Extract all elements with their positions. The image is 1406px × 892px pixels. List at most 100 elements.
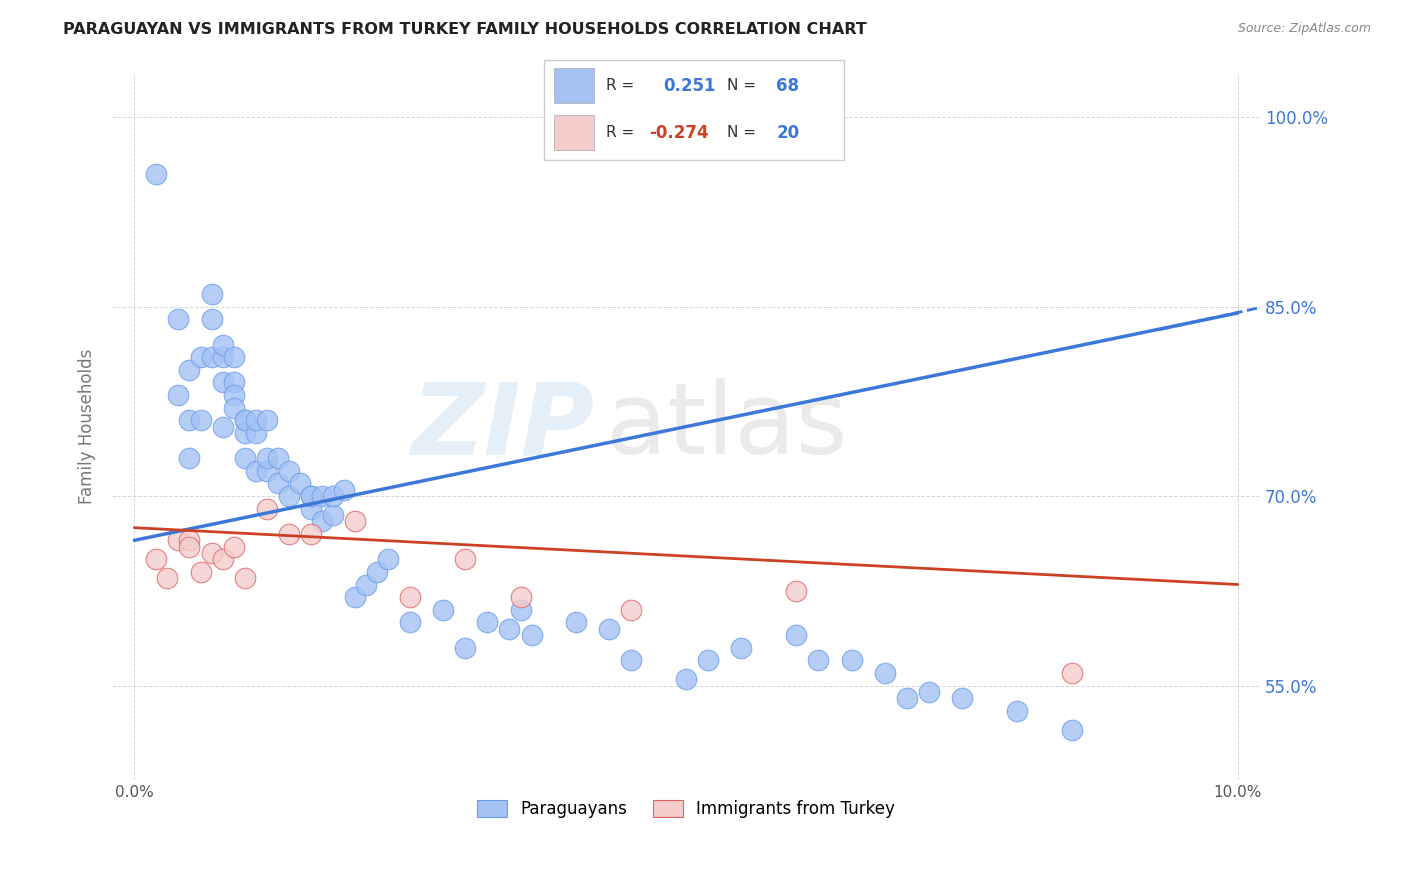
Point bbox=[167, 312, 190, 326]
Point bbox=[675, 672, 697, 686]
Text: ZIP: ZIP bbox=[411, 378, 595, 475]
Point bbox=[896, 691, 918, 706]
Point bbox=[222, 350, 245, 364]
Text: Source: ZipAtlas.com: Source: ZipAtlas.com bbox=[1237, 22, 1371, 36]
Point bbox=[343, 514, 366, 528]
Point bbox=[211, 376, 233, 390]
Point bbox=[256, 413, 278, 427]
Point bbox=[299, 489, 322, 503]
Legend: Paraguayans, Immigrants from Turkey: Paraguayans, Immigrants from Turkey bbox=[471, 794, 901, 825]
Point bbox=[509, 603, 531, 617]
Text: R =: R = bbox=[606, 78, 634, 93]
Point bbox=[454, 640, 477, 655]
Point bbox=[145, 167, 167, 181]
Bar bbox=[554, 69, 593, 103]
Text: -0.274: -0.274 bbox=[650, 124, 709, 142]
Point bbox=[873, 665, 896, 680]
Point bbox=[354, 577, 377, 591]
Point bbox=[145, 552, 167, 566]
Point bbox=[498, 622, 520, 636]
Point bbox=[564, 615, 586, 630]
Point bbox=[432, 603, 454, 617]
Point bbox=[222, 401, 245, 415]
Point bbox=[277, 527, 299, 541]
Point bbox=[222, 388, 245, 402]
Point bbox=[918, 685, 941, 699]
Point bbox=[179, 540, 201, 554]
Point bbox=[245, 425, 267, 440]
Point bbox=[256, 501, 278, 516]
Point bbox=[509, 590, 531, 604]
Text: atlas: atlas bbox=[606, 378, 848, 475]
Point bbox=[233, 571, 256, 585]
Point bbox=[167, 533, 190, 548]
Point bbox=[520, 628, 543, 642]
Point bbox=[211, 419, 233, 434]
Point bbox=[200, 312, 222, 326]
Point bbox=[233, 425, 256, 440]
Point bbox=[697, 653, 720, 667]
Y-axis label: Family Households: Family Households bbox=[79, 349, 96, 504]
Point bbox=[620, 603, 643, 617]
Text: 0.251: 0.251 bbox=[664, 77, 716, 95]
Point bbox=[807, 653, 830, 667]
Point bbox=[399, 590, 422, 604]
Point bbox=[454, 552, 477, 566]
Point bbox=[245, 464, 267, 478]
Bar bbox=[554, 115, 593, 150]
Point bbox=[256, 464, 278, 478]
Point bbox=[299, 527, 322, 541]
Point bbox=[322, 489, 344, 503]
Point bbox=[598, 622, 620, 636]
Point bbox=[179, 363, 201, 377]
Point bbox=[299, 489, 322, 503]
Point bbox=[211, 552, 233, 566]
Point bbox=[299, 501, 322, 516]
Point bbox=[730, 640, 752, 655]
Point bbox=[1062, 723, 1084, 737]
Point bbox=[156, 571, 179, 585]
Point bbox=[200, 546, 222, 560]
Point bbox=[620, 653, 643, 667]
Point bbox=[233, 413, 256, 427]
Point bbox=[233, 451, 256, 466]
Point bbox=[311, 489, 333, 503]
Point bbox=[200, 287, 222, 301]
Point bbox=[245, 413, 267, 427]
Point bbox=[190, 413, 212, 427]
Point bbox=[399, 615, 422, 630]
Point bbox=[267, 476, 290, 491]
Point bbox=[311, 514, 333, 528]
Point bbox=[322, 508, 344, 522]
Point bbox=[950, 691, 973, 706]
Point bbox=[222, 540, 245, 554]
Point bbox=[233, 413, 256, 427]
Point bbox=[200, 350, 222, 364]
Point bbox=[211, 337, 233, 351]
Point bbox=[267, 451, 290, 466]
Point bbox=[1005, 704, 1028, 718]
Point bbox=[179, 413, 201, 427]
Text: 20: 20 bbox=[776, 124, 800, 142]
Text: R =: R = bbox=[606, 126, 634, 140]
Point bbox=[222, 376, 245, 390]
Point bbox=[190, 565, 212, 579]
Point bbox=[288, 476, 311, 491]
Point bbox=[841, 653, 863, 667]
Text: N =: N = bbox=[727, 126, 756, 140]
Point bbox=[179, 533, 201, 548]
Point bbox=[256, 451, 278, 466]
Point bbox=[179, 451, 201, 466]
Point bbox=[167, 388, 190, 402]
Text: N =: N = bbox=[727, 78, 756, 93]
Point bbox=[277, 464, 299, 478]
Point bbox=[477, 615, 499, 630]
Point bbox=[343, 590, 366, 604]
Point bbox=[366, 565, 388, 579]
Point bbox=[1062, 665, 1084, 680]
Text: 68: 68 bbox=[776, 77, 800, 95]
FancyBboxPatch shape bbox=[544, 60, 845, 160]
Point bbox=[190, 350, 212, 364]
Point bbox=[333, 483, 356, 497]
Point bbox=[785, 628, 807, 642]
